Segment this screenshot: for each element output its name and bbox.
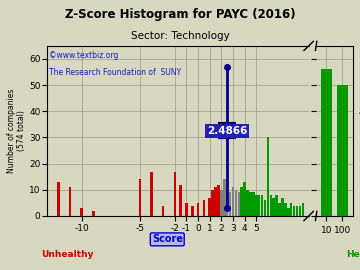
Bar — [267, 137, 269, 216]
Bar — [249, 193, 252, 216]
Bar — [302, 203, 304, 216]
Bar — [92, 211, 95, 216]
Text: Unhealthy: Unhealthy — [41, 250, 94, 259]
Bar — [214, 187, 217, 216]
Bar — [174, 171, 176, 216]
Bar — [69, 187, 71, 216]
Bar — [337, 85, 348, 216]
Bar — [255, 195, 257, 216]
Bar — [208, 198, 211, 216]
Text: 2.4866: 2.4866 — [207, 126, 247, 136]
Bar — [238, 193, 240, 216]
Bar — [191, 205, 194, 216]
Bar — [261, 195, 264, 216]
Bar — [211, 190, 214, 216]
Bar — [321, 69, 332, 216]
Bar — [57, 182, 60, 216]
Bar — [275, 195, 278, 216]
Bar — [197, 203, 199, 216]
Text: Healthy: Healthy — [346, 250, 360, 259]
Bar — [281, 198, 284, 216]
Bar — [264, 200, 266, 216]
Text: Sector: Technology: Sector: Technology — [131, 31, 229, 41]
Bar — [287, 208, 289, 216]
Bar — [223, 179, 226, 216]
Bar — [162, 205, 165, 216]
Bar — [278, 203, 281, 216]
Bar — [246, 190, 249, 216]
Bar — [150, 171, 153, 216]
Text: The Research Foundation of  SUNY: The Research Foundation of SUNY — [49, 68, 181, 77]
Bar — [296, 205, 298, 216]
Bar — [220, 190, 223, 216]
Bar — [179, 185, 182, 216]
Bar — [290, 203, 292, 216]
Y-axis label: Number of companies
(574 total): Number of companies (574 total) — [7, 89, 26, 173]
Bar — [273, 198, 275, 216]
Bar — [226, 190, 229, 216]
Text: Score: Score — [152, 234, 183, 244]
Text: ©www.textbiz.org: ©www.textbiz.org — [49, 51, 119, 60]
Bar — [203, 200, 205, 216]
Bar — [229, 193, 231, 216]
Bar — [235, 190, 237, 216]
Bar — [217, 185, 220, 216]
Bar — [232, 187, 234, 216]
Text: Z-Score Histogram for PAYC (2016): Z-Score Histogram for PAYC (2016) — [65, 8, 295, 21]
Bar — [299, 205, 301, 216]
Bar — [252, 193, 255, 216]
Bar — [80, 208, 83, 216]
Bar — [293, 205, 296, 216]
Bar — [243, 182, 246, 216]
Bar — [258, 195, 261, 216]
Bar — [270, 195, 272, 216]
Bar — [185, 203, 188, 216]
Bar — [139, 179, 141, 216]
Bar — [240, 187, 243, 216]
Bar — [284, 203, 287, 216]
